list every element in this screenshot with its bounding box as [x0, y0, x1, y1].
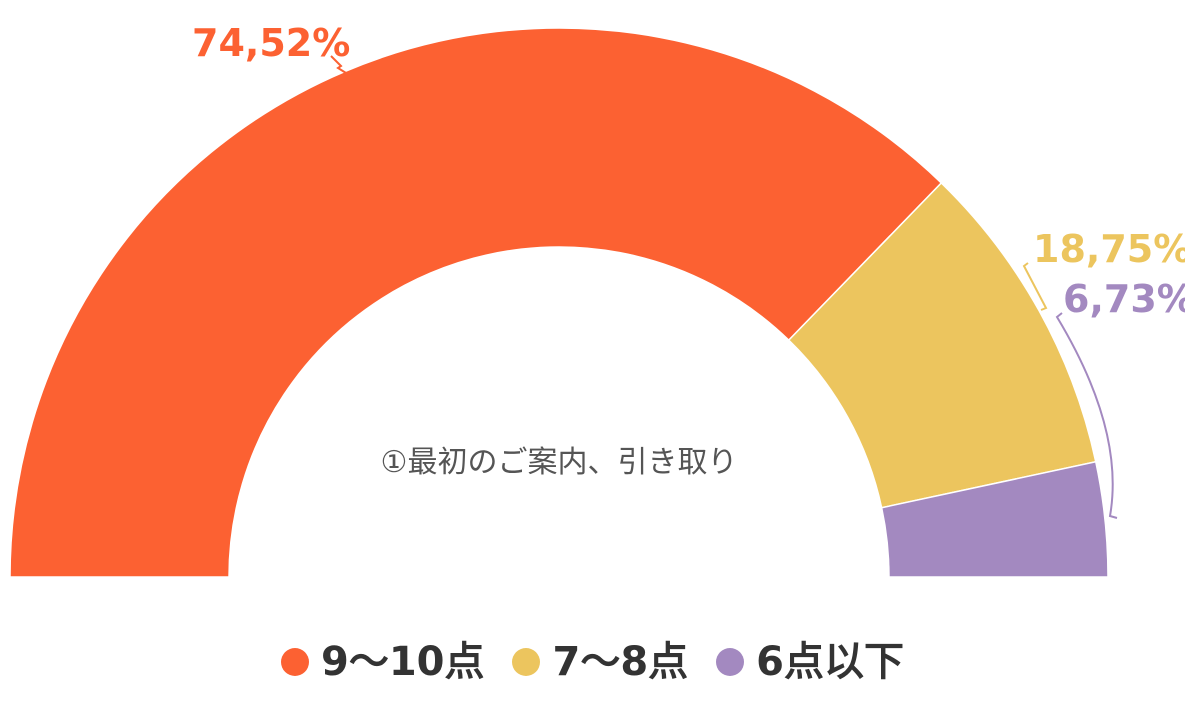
value-label-2: 6,73% — [1063, 277, 1185, 321]
center-label: ①最初のご案内、引き取り — [381, 445, 738, 480]
legend-dot-icon — [716, 648, 745, 676]
legend-item-0[interactable]: 9〜10点 — [280, 639, 485, 685]
slices-group — [9, 27, 1109, 578]
leader-line-0 — [330, 55, 347, 74]
legend-label: 6点以下 — [756, 639, 904, 685]
legend-item-2[interactable]: 6点以下 — [716, 642, 904, 682]
leader-line-2 — [1055, 312, 1118, 519]
legend: 9〜10点 7〜8点 6点以下 — [0, 642, 1185, 682]
value-labels-group: 74,52% 18,75% 6,73% — [192, 21, 1185, 321]
value-label-1: 18,75% — [1033, 227, 1185, 271]
slice-2[interactable] — [880, 460, 1109, 578]
leader-lines-group — [330, 55, 1118, 519]
legend-label: 9〜10点 — [320, 639, 485, 685]
slice-0[interactable] — [9, 27, 943, 578]
legend-label: 7〜8点 — [552, 639, 689, 685]
legend-dot-icon — [280, 648, 309, 676]
value-label-0: 74,52% — [192, 21, 350, 65]
leader-line-1 — [1022, 262, 1048, 311]
legend-item-1[interactable]: 7〜8点 — [512, 642, 688, 682]
legend-dot-icon — [512, 648, 541, 676]
